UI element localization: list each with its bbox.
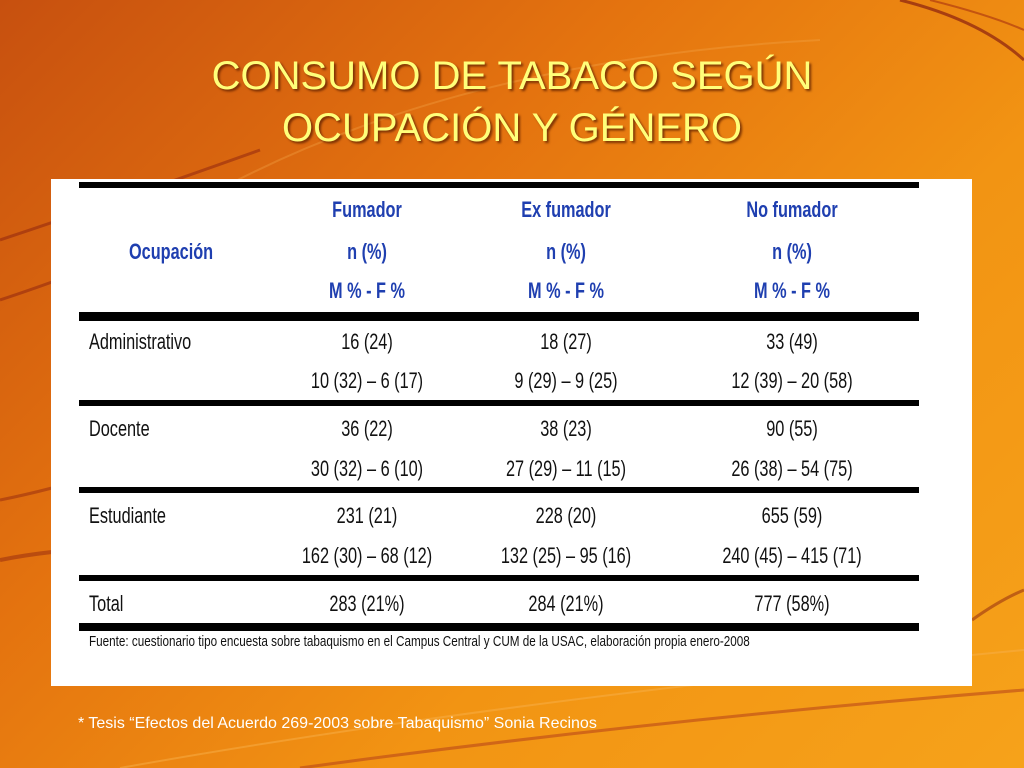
cell-total-no-fumador: 777 (58%) (754, 591, 830, 616)
header-no-fumador-n: n (%) (772, 239, 812, 264)
slide-footnote: * Tesis “Efectos del Acuerdo 269-2003 so… (78, 715, 597, 732)
title-line-1: CONSUMO DE TABACO SEGÚN (211, 54, 813, 98)
cell-estudiante-fumador: 231 (21) (336, 503, 398, 528)
cell-administrativo-fumador: 16 (24) (341, 329, 393, 354)
cell-docente-no-fumador-mf: 26 (38) – 54 (75) (731, 456, 853, 481)
header-occupation: Ocupación (129, 239, 214, 264)
table-rule-bottom (79, 623, 919, 631)
header-fumador-mf: M % - F % (329, 278, 405, 303)
table-rule-header (79, 312, 919, 321)
cell-docente-no-fumador: 90 (55) (766, 416, 818, 441)
table-source-note: Fuente: cuestionario tipo encuesta sobre… (89, 633, 750, 650)
cell-docente-ex-fumador-mf: 27 (29) – 11 (15) (505, 456, 627, 481)
row-label-administrativo: Administrativo (89, 329, 192, 354)
header-fumador: Fumador (332, 197, 402, 222)
cell-docente-fumador-mf: 30 (32) – 6 (10) (310, 456, 424, 481)
row-label-total: Total (89, 591, 124, 616)
cell-administrativo-ex-fumador-mf: 9 (29) – 9 (25) (514, 368, 618, 393)
cell-docente-fumador: 36 (22) (341, 416, 393, 441)
cell-administrativo-fumador-mf: 10 (32) – 6 (17) (310, 368, 424, 393)
cell-administrativo-no-fumador: 33 (49) (766, 329, 818, 354)
cell-estudiante-ex-fumador-mf: 132 (25) – 95 (16) (500, 543, 632, 568)
header-ex-fumador-n: n (%) (546, 239, 586, 264)
cell-estudiante-fumador-mf: 162 (30) – 68 (12) (301, 543, 433, 568)
cell-total-fumador: 283 (21%) (329, 591, 405, 616)
cell-administrativo-ex-fumador: 18 (27) (540, 329, 592, 354)
cell-administrativo-no-fumador-mf: 12 (39) – 20 (58) (731, 368, 853, 393)
header-no-fumador: No fumador (746, 197, 838, 222)
cell-estudiante-no-fumador-mf: 240 (45) – 415 (71) (722, 543, 862, 568)
header-ex-fumador-mf: M % - F % (528, 278, 604, 303)
row-label-docente: Docente (89, 416, 150, 441)
table-rule-row-1 (79, 400, 919, 406)
cell-estudiante-no-fumador: 655 (59) (761, 503, 823, 528)
table-rule-row-3 (79, 575, 919, 581)
data-table-panel: Ocupación Fumador n (%) M % - F % Ex fum… (51, 179, 972, 686)
table-rule-top (79, 182, 919, 188)
title-line-2: OCUPACIÓN Y GÉNERO (281, 106, 743, 150)
slide-title: CONSUMO DE TABACO SEGÚN OCUPACIÓN Y GÉNE… (0, 50, 1024, 154)
header-fumador-n: n (%) (347, 239, 387, 264)
header-no-fumador-mf: M % - F % (754, 278, 830, 303)
cell-docente-ex-fumador: 38 (23) (540, 416, 592, 441)
cell-total-ex-fumador: 284 (21%) (528, 591, 604, 616)
table-rule-row-2 (79, 487, 919, 493)
row-label-estudiante: Estudiante (89, 503, 166, 528)
cell-estudiante-ex-fumador: 228 (20) (535, 503, 597, 528)
header-ex-fumador: Ex fumador (521, 197, 611, 222)
